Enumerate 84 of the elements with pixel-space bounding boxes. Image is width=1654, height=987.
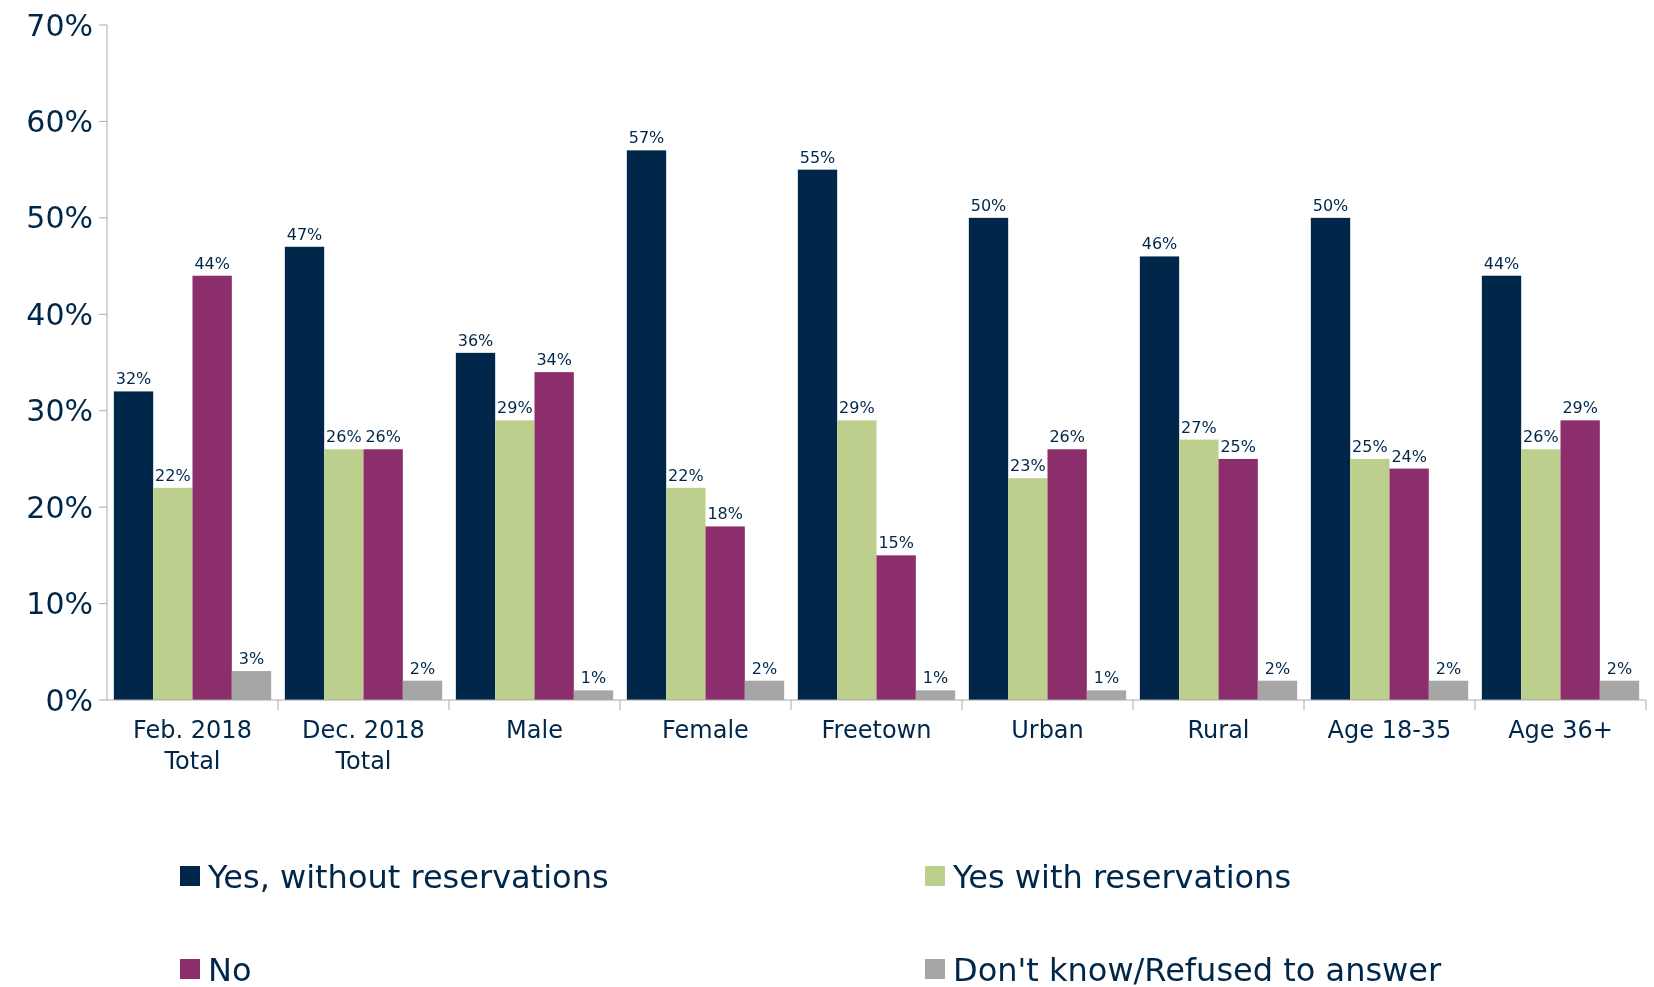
legend-label: Yes, without reservations [207,858,609,897]
data-label: 47% [286,224,323,244]
y-tick-label: 20% [26,489,93,525]
data-label: 29% [839,398,875,418]
data-label: 44% [194,253,230,273]
data-label: 36% [457,330,494,350]
data-label: 50% [970,195,1007,215]
bar [968,217,1009,700]
data-label: 29% [1562,398,1598,418]
data-label: 55% [799,147,836,167]
data-label: 22% [668,465,704,485]
bar [797,169,838,700]
bar [1218,458,1258,700]
x-tick-label: Age 18-35 [1327,716,1452,744]
bar [495,420,535,700]
data-label: 15% [878,533,914,553]
x-tick-label: Rural [1187,716,1250,744]
bar [1560,420,1600,700]
data-label: 3% [238,649,265,669]
data-label: 25% [1220,436,1256,456]
bar [363,449,403,700]
bar [113,391,154,700]
data-label: 44% [1483,253,1520,273]
data-label: 2% [1606,658,1633,678]
x-tick-label: Feb. 2018 Total [133,716,252,775]
data-label: 46% [1141,234,1178,254]
data-label: 25% [1352,436,1388,456]
data-label: 2% [751,658,778,678]
bar [876,555,916,700]
bar [1047,449,1087,700]
bar [1310,217,1351,700]
data-label: 50% [1312,195,1349,215]
bar [455,352,496,700]
data-label: 1% [922,668,949,688]
legend-label: Yes with reservations [952,858,1292,897]
bar [1179,439,1219,700]
bar [1389,468,1429,700]
data-label: 2% [409,658,436,678]
bar [837,420,877,700]
data-label: 34% [536,350,572,370]
data-label: 24% [1391,446,1427,466]
data-label: 26% [326,427,362,447]
y-tick-label: 40% [26,296,93,332]
legend-label: Don't know/Refused to answer [953,951,1442,987]
data-label: 29% [497,398,533,418]
bar [705,526,745,700]
bar [1481,275,1522,700]
bar [626,150,667,700]
x-tick-label: Dec. 2018 Total [302,716,425,775]
y-tick-label: 70% [26,7,93,43]
x-tick-label: Freetown [821,716,932,744]
x-tick-label: Age 36+ [1508,716,1613,744]
x-tick-label: Female [662,716,749,744]
data-label: 57% [628,128,665,148]
bar [1521,449,1561,700]
data-label: 26% [1523,427,1559,447]
bar [1008,478,1048,700]
x-tick-label: Urban [1011,716,1084,744]
data-label: 26% [365,427,401,447]
bar [192,275,232,700]
data-label: 27% [1181,417,1217,437]
data-label: 2% [1264,658,1291,678]
bar [666,487,706,700]
y-tick-label: 10% [26,586,93,622]
data-label: 18% [707,504,743,524]
data-label: 1% [580,668,607,688]
data-label: 1% [1093,668,1120,688]
y-tick-label: 60% [26,103,93,139]
legend-label: No [208,951,252,987]
bar [1350,458,1390,700]
x-tick-label: Male [506,716,563,744]
data-label: 22% [155,465,191,485]
data-label: 26% [1049,427,1085,447]
y-tick-label: 30% [26,393,93,429]
y-tick-label: 50% [26,200,93,236]
bar [1139,256,1180,700]
bar [153,487,193,700]
data-label: 2% [1435,658,1462,678]
data-label: 32% [115,369,152,389]
bar [324,449,364,700]
data-label: 23% [1010,456,1046,476]
bar [534,372,574,700]
bar [284,246,325,700]
y-tick-label: 0% [45,682,93,718]
